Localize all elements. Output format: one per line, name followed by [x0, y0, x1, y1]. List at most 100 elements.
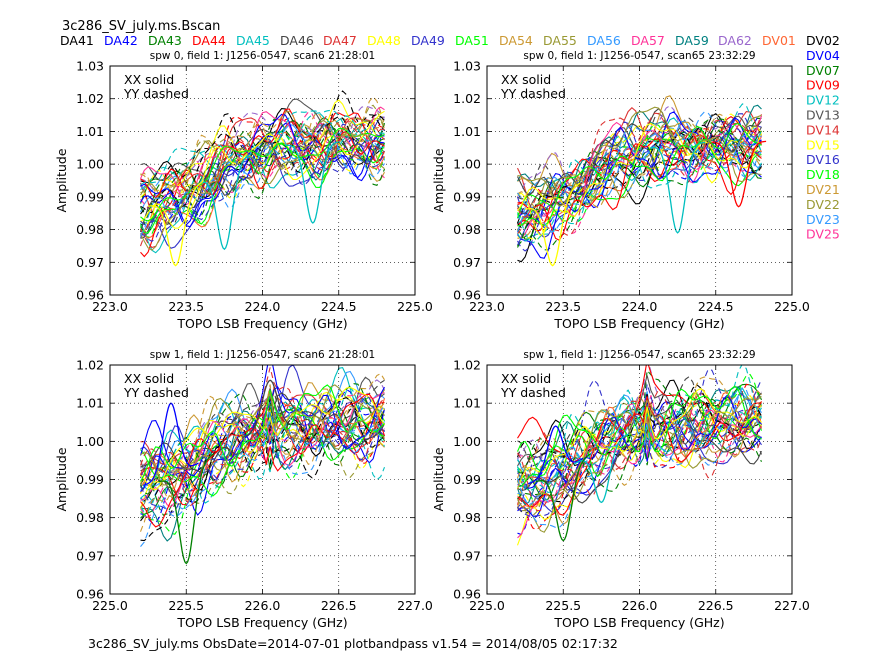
series-line [517, 120, 762, 252]
y-tick-label: 1.01 [76, 124, 104, 139]
series-line [140, 90, 385, 214]
series-line [140, 112, 385, 258]
series-line [517, 113, 762, 240]
series-line [139, 365, 385, 477]
panel-2: spw 0, field 1: J1256-0547, scan65 23:32… [431, 50, 810, 331]
y-tick-label: 1.03 [76, 59, 104, 74]
series-line [140, 122, 385, 237]
y-tick-label: 0.99 [453, 189, 481, 204]
y-tick-label: 0.97 [76, 548, 104, 563]
y-tick-label: 1.00 [453, 157, 481, 172]
legend-entry: DV25 [806, 227, 840, 242]
series-group [139, 90, 386, 267]
y-tick-label: 1.01 [453, 124, 481, 139]
series-line [140, 105, 385, 217]
panel-4: spw 1, field 1: J1256-0547, scan65 23:32… [431, 349, 810, 630]
plot-frame [109, 65, 416, 296]
series-line [517, 365, 762, 463]
plot-frame [486, 65, 793, 296]
legend-entry: DV15 [806, 137, 840, 152]
x-tick-label: 226.5 [698, 598, 734, 613]
panel-1: spw 0, field 1: J1256-0547, scan6 21:28:… [54, 50, 433, 331]
series-line [140, 131, 385, 239]
x-tick-label: 225.0 [397, 299, 433, 314]
y-tick-label: 1.02 [453, 358, 481, 373]
plot-frame [486, 364, 793, 595]
series-feature [711, 140, 767, 208]
series-line [140, 404, 385, 547]
footer-text: 3c286_SV_july.ms ObsDate=2014-07-01 plot… [88, 636, 618, 651]
series-feature [527, 425, 584, 485]
x-tick-label: 226.5 [321, 598, 357, 613]
series-line [140, 393, 386, 528]
series-line [517, 396, 762, 510]
x-tick-label: 226.0 [622, 598, 658, 613]
x-tick-label: 224.0 [622, 299, 658, 314]
series-line [140, 113, 385, 215]
series-line [517, 122, 763, 217]
x-tick-label: 224.5 [321, 299, 357, 314]
legend-entry: DA54 [499, 33, 533, 48]
x-tick-label: 225.0 [92, 598, 128, 613]
y-tick-label: 0.99 [76, 472, 104, 487]
y-tick-label: 1.02 [76, 91, 104, 106]
legend-entry: DV13 [806, 108, 840, 123]
series-line [517, 116, 762, 259]
y-tick-label: 0.98 [76, 222, 104, 237]
panel-title: spw 0, field 1: J1256-0547, scan65 23:32… [523, 50, 755, 62]
y-tick-label: 0.96 [76, 288, 104, 303]
series-line [140, 110, 385, 229]
x-axis-label: TOPO LSB Frequency (GHz) [176, 316, 347, 331]
y-tick-label: 1.01 [76, 396, 104, 411]
y-tick-label: 0.97 [76, 255, 104, 270]
legend-entry: DV01 [762, 33, 796, 48]
legend-entry: DV21 [806, 182, 840, 197]
series-feature [242, 379, 298, 439]
series-group [516, 95, 767, 267]
x-tick-label: 224.0 [245, 299, 281, 314]
y-tick-label: 1.01 [453, 396, 481, 411]
y-tick-label: 0.97 [453, 255, 481, 270]
series-line [140, 95, 386, 195]
series-line [516, 376, 762, 490]
series-feature [524, 182, 581, 267]
x-axis-label: TOPO LSB Frequency (GHz) [176, 615, 347, 630]
pol-annotation: XX solid [124, 371, 174, 386]
series-feature [650, 141, 706, 234]
x-tick-label: 223.5 [168, 299, 204, 314]
series-line [517, 395, 762, 486]
legend-entry: DA57 [631, 33, 665, 48]
series-line [140, 104, 386, 202]
legend-entry: DA45 [236, 33, 270, 48]
series-line [139, 395, 385, 492]
series-line [140, 392, 385, 519]
pol-annotation: YY dashed [123, 385, 189, 400]
series-line [517, 117, 762, 224]
legend-entry: DA59 [675, 33, 709, 48]
x-tick-label: 227.0 [397, 598, 433, 613]
x-tick-label: 224.5 [698, 299, 734, 314]
series-line [140, 401, 385, 510]
y-axis-label: Amplitude [54, 447, 69, 511]
series-line [517, 368, 762, 509]
series-line [516, 386, 762, 506]
series-line [139, 402, 385, 532]
legend-entry: DV12 [806, 93, 840, 108]
panel-title: spw 0, field 1: J1256-0547, scan6 21:28:… [150, 50, 375, 62]
legend-entry: DA48 [367, 33, 401, 48]
y-tick-label: 0.96 [453, 288, 481, 303]
series-line [517, 390, 762, 502]
y-tick-label: 0.96 [453, 587, 481, 602]
series-line [140, 135, 385, 230]
pol-annotation: XX solid [501, 72, 551, 87]
series-line [140, 110, 385, 186]
legend-entry: DA44 [192, 33, 226, 48]
y-axis-label: Amplitude [54, 148, 69, 212]
x-axis-label: TOPO LSB Frequency (GHz) [553, 316, 724, 331]
y-tick-label: 1.02 [76, 358, 104, 373]
legend-entry: DV07 [806, 63, 840, 78]
x-tick-label: 223.0 [469, 299, 505, 314]
pol-annotation: XX solid [124, 72, 174, 87]
panel-title: spw 1, field 1: J1256-0547, scan65 23:32… [523, 349, 755, 361]
